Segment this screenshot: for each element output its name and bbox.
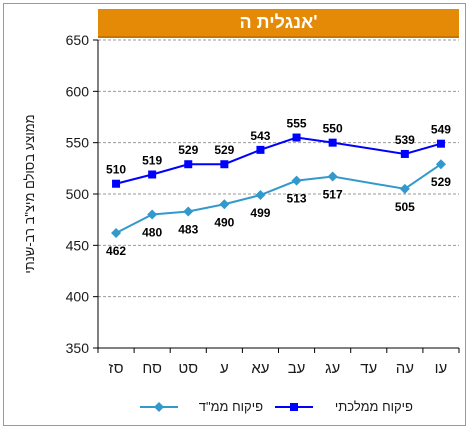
- legend-marker: [154, 402, 164, 412]
- y-tick-label: 650: [66, 32, 90, 48]
- x-tick-label: עג: [325, 360, 340, 377]
- data-point: [291, 175, 302, 186]
- x-tick-label: עב: [288, 360, 306, 377]
- data-label: 519: [142, 153, 162, 167]
- data-point: [255, 190, 266, 201]
- y-tick-label: 450: [66, 237, 90, 253]
- data-point: [184, 160, 193, 169]
- data-label: 529: [214, 143, 234, 157]
- data-labels: 510 519 529 529 543 555 550 539 549 462 480 483 490 4…: [106, 117, 451, 258]
- y-tick-label: 350: [66, 340, 90, 356]
- data-point: [148, 170, 157, 179]
- grid-lines: [93, 39, 459, 349]
- data-point: [292, 133, 301, 142]
- data-label: 539: [395, 133, 415, 147]
- data-label: 529: [431, 175, 451, 189]
- series-group: [111, 133, 446, 239]
- chart-frame: [3, 3, 466, 426]
- data-point: [112, 179, 121, 188]
- data-point: [435, 159, 446, 170]
- data-label: 550: [323, 122, 343, 136]
- x-tick-label: עו: [435, 360, 448, 377]
- axes: [97, 40, 460, 353]
- data-label: 480: [142, 226, 162, 240]
- series-line: [115, 136, 442, 185]
- data-point: [256, 145, 265, 154]
- data-label: 505: [395, 200, 415, 214]
- legend-label: פיקוח ממלכתי: [335, 399, 413, 414]
- data-point: [147, 209, 158, 220]
- data-label: 517: [323, 188, 343, 202]
- data-point: [399, 183, 410, 194]
- data-point: [219, 199, 230, 210]
- data-label: 513: [287, 192, 307, 206]
- data-label: 555: [287, 117, 307, 131]
- x-tick-label: סח: [142, 360, 162, 377]
- x-tick-label: עד: [360, 360, 377, 377]
- data-label: 510: [106, 163, 126, 177]
- data-label: 529: [178, 143, 198, 157]
- data-label: 499: [250, 206, 270, 220]
- data-point: [220, 160, 229, 169]
- data-point: [327, 171, 338, 182]
- x-tick-label: ע: [220, 360, 229, 377]
- y-tick-label: 600: [66, 83, 90, 99]
- x-tick-label: עא: [251, 360, 269, 377]
- x-tick-label: סט: [178, 360, 198, 377]
- y-tick-label: 500: [66, 186, 90, 202]
- chart-title: אנגלית ה': [98, 9, 459, 38]
- data-point: [111, 228, 122, 239]
- x-tick-label: סז: [109, 360, 124, 377]
- legend: פיקוח ממ"ד פיקוח ממלכתי: [140, 399, 413, 414]
- x-tick-labels: סז סח סט ע עא עב עג עד עה עו: [109, 360, 448, 377]
- data-label: 543: [250, 129, 270, 143]
- data-point: [436, 139, 445, 148]
- data-point: [183, 206, 194, 217]
- x-tick-label: עה: [396, 360, 414, 377]
- y-axis-label: ממוצע בסולם מיצ"ב רב-שנתי: [22, 114, 37, 273]
- legend-marker: [290, 403, 298, 411]
- data-label: 483: [178, 222, 198, 236]
- data-label: 490: [214, 215, 234, 229]
- data-point: [400, 149, 409, 158]
- y-tick-label: 550: [66, 135, 90, 151]
- data-label: 462: [106, 244, 126, 258]
- data-point: [328, 138, 337, 147]
- legend-label: פיקוח ממ"ד: [199, 399, 263, 414]
- y-tick-label: 400: [66, 289, 90, 305]
- series-line: [115, 163, 442, 234]
- data-label: 549: [431, 123, 451, 137]
- y-tick-labels: 350 400 450 500 550 600 650: [66, 32, 90, 356]
